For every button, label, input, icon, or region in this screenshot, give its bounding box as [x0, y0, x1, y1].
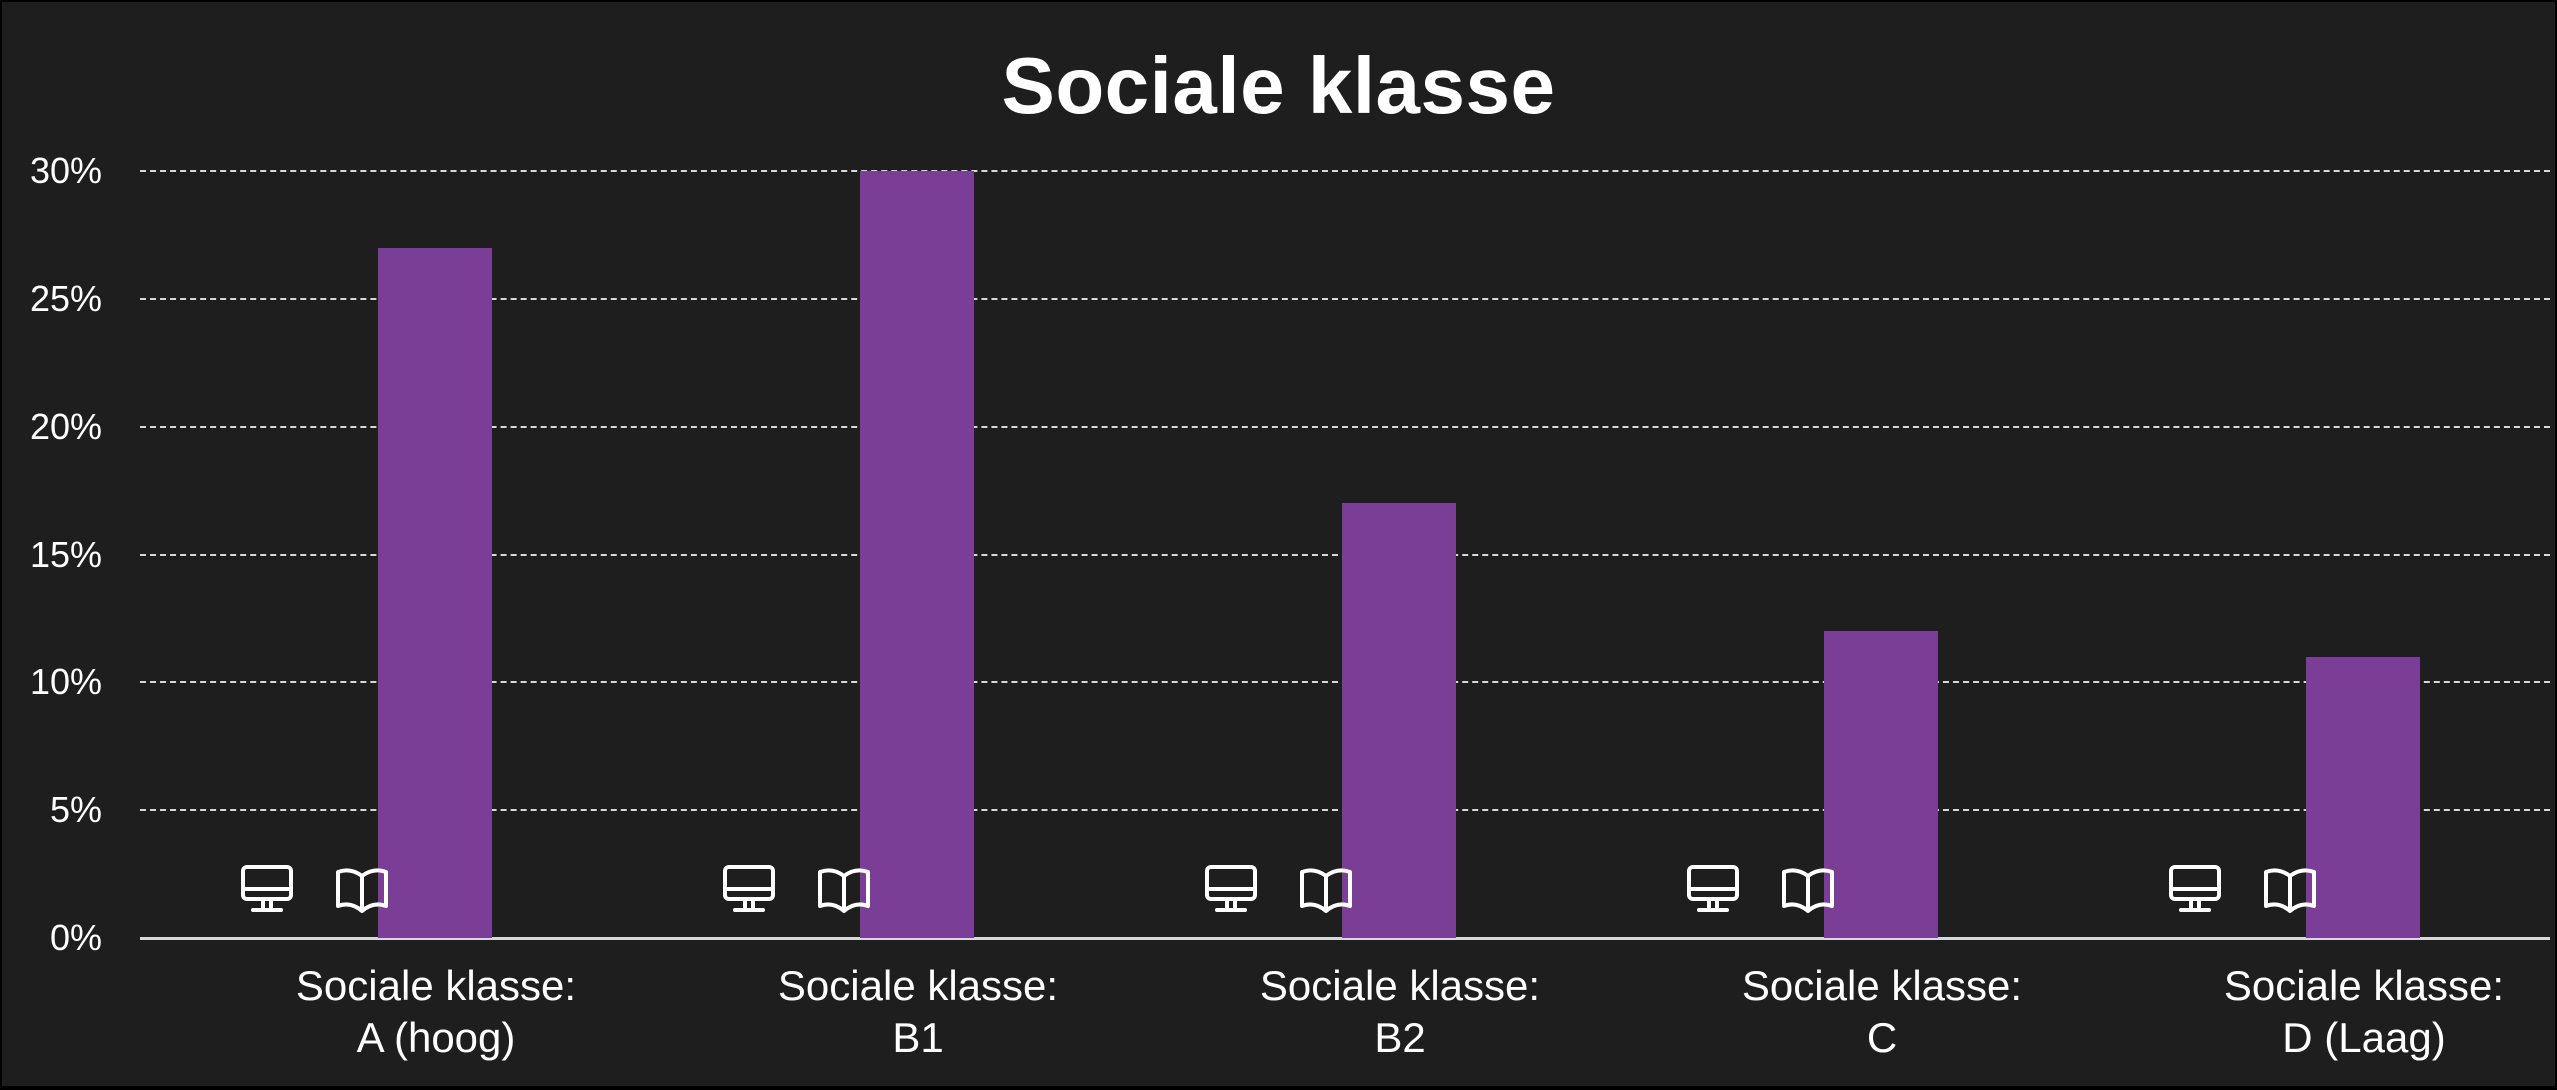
monitor-icon — [1685, 864, 1741, 916]
bar-print[interactable] — [2306, 656, 2420, 938]
book-icon — [1780, 864, 1836, 916]
monitor-icon — [721, 864, 777, 916]
y-tick-label: 10% — [29, 661, 102, 703]
book-icon — [334, 864, 390, 916]
y-tick-label: 5% — [49, 789, 102, 831]
x-label-line1: Sociale klasse: — [1259, 962, 1541, 1009]
bar-print[interactable] — [1824, 631, 1938, 938]
book-icon — [2262, 864, 2318, 916]
x-label-line2: B2 — [1374, 1014, 1426, 1061]
book-icon — [1298, 864, 1354, 916]
gridline — [140, 297, 2550, 300]
x-label-line1: Sociale klasse: — [2223, 962, 2505, 1009]
x-label-line2: C — [1866, 1014, 1898, 1061]
x-category-label: Sociale klasse: C — [1672, 960, 2092, 1064]
x-category-label: Sociale klasse: B2 — [1190, 960, 1610, 1064]
x-label-line1: Sociale klasse: — [777, 962, 1059, 1009]
x-category-label: Sociale klasse: B1 — [708, 960, 1128, 1064]
bar-print[interactable] — [1342, 503, 1456, 938]
x-label-line2: A (hoog) — [356, 1014, 516, 1061]
monitor-icon — [1203, 864, 1259, 916]
y-tick-label: 30% — [29, 150, 102, 191]
monitor-icon — [239, 864, 295, 916]
x-category-label: Sociale klasse: D (Laag) — [2154, 960, 2557, 1064]
chart-title: Sociale klasse — [1001, 41, 1556, 130]
y-tick-label: 25% — [29, 277, 102, 319]
y-tick-label: 15% — [29, 533, 102, 575]
x-label-line1: Sociale klasse: — [1741, 962, 2023, 1009]
gridline — [140, 170, 2550, 172]
monitor-icon — [2167, 864, 2223, 916]
x-axis-line — [140, 937, 2550, 940]
x-category-label: Sociale klasse: A (hoog) — [226, 960, 646, 1064]
y-tick-label: 0% — [49, 917, 102, 958]
bar-print[interactable] — [378, 247, 492, 938]
y-tick-label: 20% — [29, 405, 102, 447]
x-label-line2: B1 — [892, 1014, 944, 1061]
x-label-line2: D (Laag) — [2282, 1014, 2446, 1061]
gridline — [140, 425, 2550, 428]
bar-print[interactable] — [860, 171, 974, 938]
x-label-line1: Sociale klasse: — [295, 962, 577, 1009]
book-icon — [816, 864, 872, 916]
